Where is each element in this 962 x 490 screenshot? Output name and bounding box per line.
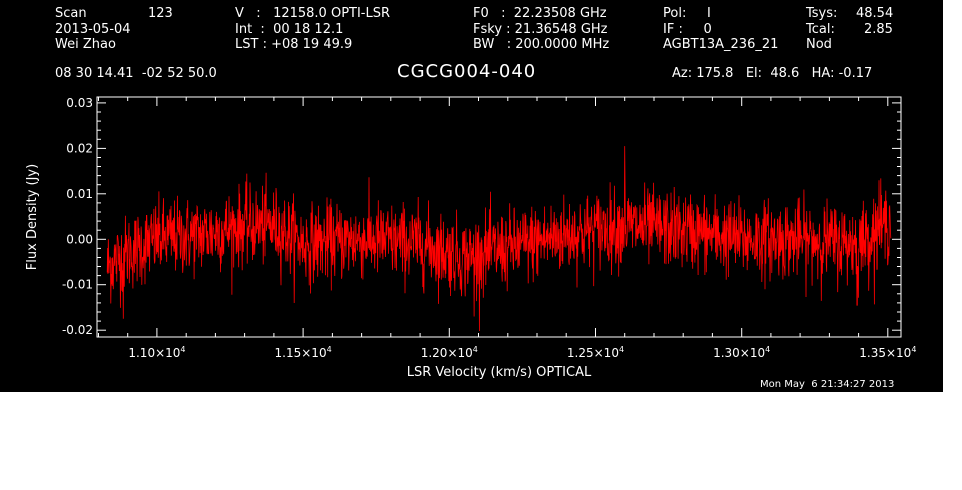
y-tick-label: 0.00 bbox=[66, 232, 93, 246]
x-axis-label: LSR Velocity (km/s) OPTICAL bbox=[407, 365, 592, 380]
plot-panel: Scan 123 2013-05-04 Wei Zhao 08 30 14.41… bbox=[0, 0, 943, 392]
plot-frame bbox=[96, 96, 902, 338]
integration-line: Int : 00 18 12.1 bbox=[235, 22, 344, 37]
scan-value: 123 bbox=[148, 6, 173, 21]
project-id: AGBT13A_236_21 bbox=[663, 37, 779, 52]
tsys-value: 48.54 bbox=[856, 6, 894, 21]
spectrum-chart: 1.10×104 1.15×104 1.20×104 1.25×104 1.30×104… bbox=[25, 96, 916, 380]
y-tick-label: 0.01 bbox=[66, 187, 93, 201]
y-tick-label: -0.01 bbox=[62, 278, 93, 292]
source-coords: 08 30 14.41 -02 52 50.0 bbox=[55, 66, 217, 81]
tsys-label: Tsys: bbox=[806, 6, 838, 21]
render-timestamp: Mon May 6 21:34:27 2013 bbox=[760, 379, 895, 390]
observer-name: Wei Zhao bbox=[55, 37, 116, 52]
velocity-line: V : 12158.0 OPTI-LSR bbox=[235, 6, 391, 21]
y-tick-label: 0.02 bbox=[66, 141, 93, 155]
x-tick-label: 1.25×104 bbox=[567, 345, 624, 360]
x-tick-label: 1.15×104 bbox=[275, 345, 332, 360]
tcal-label: Tcal: bbox=[806, 22, 835, 37]
x-tick-label: 1.20×104 bbox=[421, 345, 478, 360]
obs-mode: Nod bbox=[806, 37, 832, 52]
spectrum-trace bbox=[106, 146, 892, 332]
y-tick-label: 0.03 bbox=[66, 96, 93, 110]
obs-date: 2013-05-04 bbox=[55, 22, 131, 37]
y-axis-label: Flux Density (Jy) bbox=[25, 164, 40, 270]
fsky-line: Fsky : 21.36548 GHz bbox=[473, 22, 608, 37]
tcal-value: 2.85 bbox=[864, 22, 893, 37]
scan-label: Scan bbox=[55, 6, 87, 21]
x-tick-label: 1.35×104 bbox=[859, 345, 916, 360]
lst-line: LST : +08 19 49.9 bbox=[235, 37, 353, 52]
bandwidth-line: BW : 200.0000 MHz bbox=[473, 37, 610, 52]
y-tick-label: -0.02 bbox=[62, 323, 93, 337]
polarization-line: Pol: I bbox=[663, 6, 711, 21]
source-title: CGCG004-040 bbox=[397, 61, 537, 82]
x-tick-label: 1.30×104 bbox=[713, 345, 770, 360]
x-tick-label: 1.10×104 bbox=[128, 345, 185, 360]
az-el-ha: Az: 175.8 El: 48.6 HA: -0.17 bbox=[672, 66, 873, 81]
f0-line: F0 : 22.23508 GHz bbox=[473, 6, 607, 21]
if-line: IF : 0 bbox=[663, 22, 712, 37]
